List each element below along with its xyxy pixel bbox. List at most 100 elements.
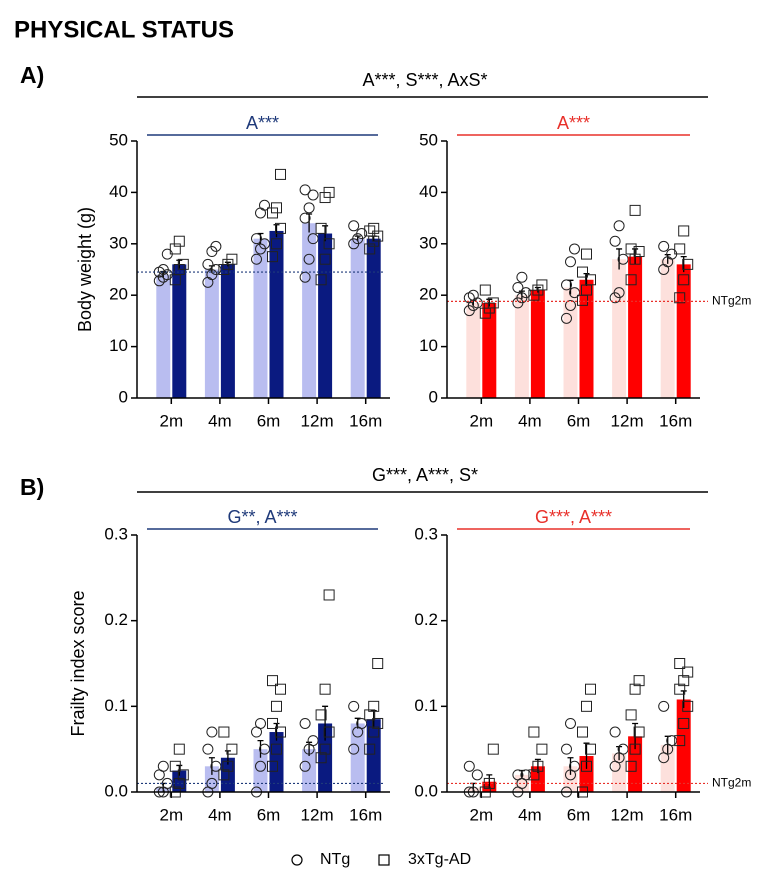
y-tick-label: 20 [109, 285, 128, 304]
data-point [348, 743, 360, 755]
y-tick-label: 0 [429, 387, 438, 406]
data-point [177, 258, 189, 270]
panel-annotation: A*** [557, 113, 590, 133]
x-tick-label: 16m [659, 805, 692, 824]
data-point [471, 769, 483, 781]
data-point [674, 658, 686, 669]
data-point [372, 658, 384, 669]
data-point [372, 717, 384, 729]
data-point [658, 700, 670, 712]
data-point [479, 284, 491, 296]
data-point [323, 238, 335, 250]
y-tick-label: 0.3 [414, 524, 438, 543]
bar [612, 259, 627, 398]
y-tick-label: 0.2 [414, 610, 438, 629]
bar [660, 259, 675, 398]
error-bar [616, 248, 623, 270]
error-bar [632, 722, 639, 750]
data-point [528, 769, 540, 781]
bar [366, 238, 381, 398]
y-tick-label: 0.0 [414, 781, 438, 800]
error-bar [370, 709, 377, 728]
data-point [202, 258, 214, 270]
bar [676, 264, 691, 398]
data-point [613, 287, 625, 299]
x-tick-label: 2m [159, 805, 183, 824]
data-point [299, 212, 311, 224]
x-tick-label: 12m [301, 411, 334, 430]
data-point [267, 717, 278, 729]
data-point [173, 235, 185, 247]
bar [172, 264, 187, 398]
data-point [275, 168, 286, 180]
data-point [251, 253, 262, 265]
legend-label: 3xTg-AD [408, 851, 471, 868]
bar [269, 732, 284, 792]
y-tick-label: 0.2 [104, 610, 128, 629]
y-tick-label: 0.1 [414, 696, 438, 715]
y-tick-label: 40 [109, 182, 128, 201]
data-point [633, 675, 645, 687]
data-point [467, 289, 479, 301]
data-point [682, 666, 694, 678]
bar [318, 723, 333, 792]
y-tick-label: 10 [109, 336, 128, 355]
data-point [315, 274, 327, 286]
bar [612, 753, 627, 792]
x-tick-label: 4m [518, 411, 542, 430]
data-point [678, 274, 690, 286]
bar [253, 749, 268, 792]
x-tick-label: 16m [349, 411, 382, 430]
bar [579, 279, 594, 398]
y-tick-label: 10 [419, 336, 438, 355]
data-point [581, 700, 592, 712]
error-bar [257, 739, 264, 758]
data-point [153, 275, 165, 287]
x-tick-label: 4m [208, 411, 232, 430]
data-point [625, 274, 637, 286]
x-tick-label: 16m [349, 805, 382, 824]
data-point [629, 204, 641, 216]
bar [530, 290, 545, 398]
section-label: B) [20, 474, 44, 500]
y-tick-label: 50 [419, 130, 438, 149]
y-tick-label: 20 [419, 285, 438, 304]
x-tick-label: 6m [567, 805, 591, 824]
error-bar [567, 757, 574, 775]
x-tick-label: 4m [208, 805, 232, 824]
x-tick-label: 12m [611, 411, 644, 430]
data-point [255, 760, 266, 772]
data-point [629, 683, 641, 695]
data-point [561, 279, 572, 291]
data-point [271, 202, 282, 214]
data-point [364, 709, 376, 721]
data-point [169, 760, 181, 772]
data-point [682, 700, 694, 712]
data-point [259, 199, 270, 211]
data-point [255, 207, 266, 219]
data-point [487, 743, 499, 755]
data-point [585, 743, 596, 755]
error-bar [176, 764, 183, 776]
data-point [674, 683, 686, 695]
data-point [625, 709, 637, 721]
bar [563, 287, 578, 398]
data-point [613, 220, 625, 232]
x-tick-label: 6m [257, 411, 281, 430]
data-point [368, 222, 380, 234]
data-point [210, 240, 222, 252]
data-point [267, 760, 278, 772]
y-tick-label: 0.1 [104, 696, 128, 715]
legend-marker [378, 854, 390, 866]
data-point [307, 189, 319, 201]
data-point [629, 743, 641, 755]
data-point [307, 735, 319, 747]
reference-label: NTg2m [712, 294, 751, 308]
bar [628, 736, 643, 792]
x-tick-label: 2m [159, 411, 183, 430]
data-point [674, 292, 686, 304]
data-point [569, 243, 580, 255]
x-tick-label: 12m [301, 805, 334, 824]
section-label: A) [20, 62, 44, 88]
